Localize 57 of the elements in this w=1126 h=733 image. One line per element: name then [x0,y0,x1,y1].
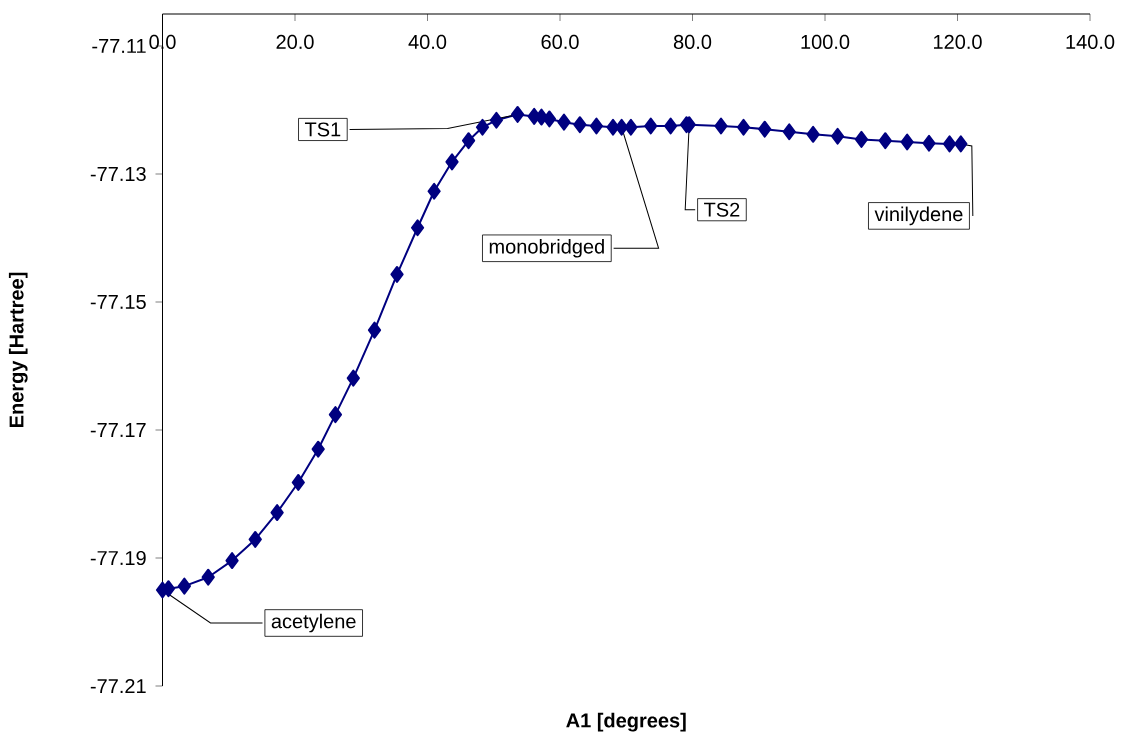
y-tick-label: -77.13 [90,166,146,182]
point [390,265,404,283]
x-tick-label: 100.0 [801,34,850,50]
y-tick-label: -77.11 [92,39,146,53]
point [475,118,490,136]
point [854,130,869,148]
point [782,123,796,141]
point [758,120,772,138]
y-tick-label: -77.15 [90,295,146,309]
point [510,105,525,123]
point [177,577,191,595]
point [367,321,382,339]
point [714,117,728,135]
point [291,473,305,491]
point [542,110,557,128]
x-tick-label: 60.0 [541,34,579,50]
point [346,369,360,387]
point [589,117,604,135]
point [942,135,957,153]
y-tick-label: -77.21 [90,679,146,693]
x-tick-label: 140.0 [1066,34,1115,50]
point [624,118,638,136]
point [806,125,820,143]
point [830,127,845,145]
point [445,153,459,171]
point [922,134,936,152]
point [736,118,751,136]
point [573,116,587,134]
point [900,133,914,151]
x-axis-title: A1 [degrees] [566,712,686,732]
point [225,552,239,570]
point [664,117,678,135]
annotation: monobridged [489,238,604,258]
point [557,113,571,131]
point [248,530,262,548]
point [878,132,892,150]
point [644,117,658,135]
point [954,135,968,153]
x-tick-label: 40.0 [408,34,447,50]
point [328,406,343,424]
annotation: acetylene [271,613,356,633]
point [311,440,325,458]
point [489,111,504,129]
y-tick-label: -77.17 [90,423,146,437]
x-tick-label: 20.0 [276,34,314,50]
annotation: vinilydene [874,206,963,226]
point [461,132,476,150]
x-tick-label: 120.0 [934,34,982,50]
annotation: TS2 [704,202,740,217]
x-tick-label: 80.0 [673,34,712,50]
point [201,568,215,586]
y-tick-label: -77.19 [90,550,146,566]
point [410,219,425,237]
point [427,182,441,200]
y-axis-title: Energy [Hartree] [8,272,28,428]
annotation: TS1 [304,122,341,137]
point [270,504,284,522]
